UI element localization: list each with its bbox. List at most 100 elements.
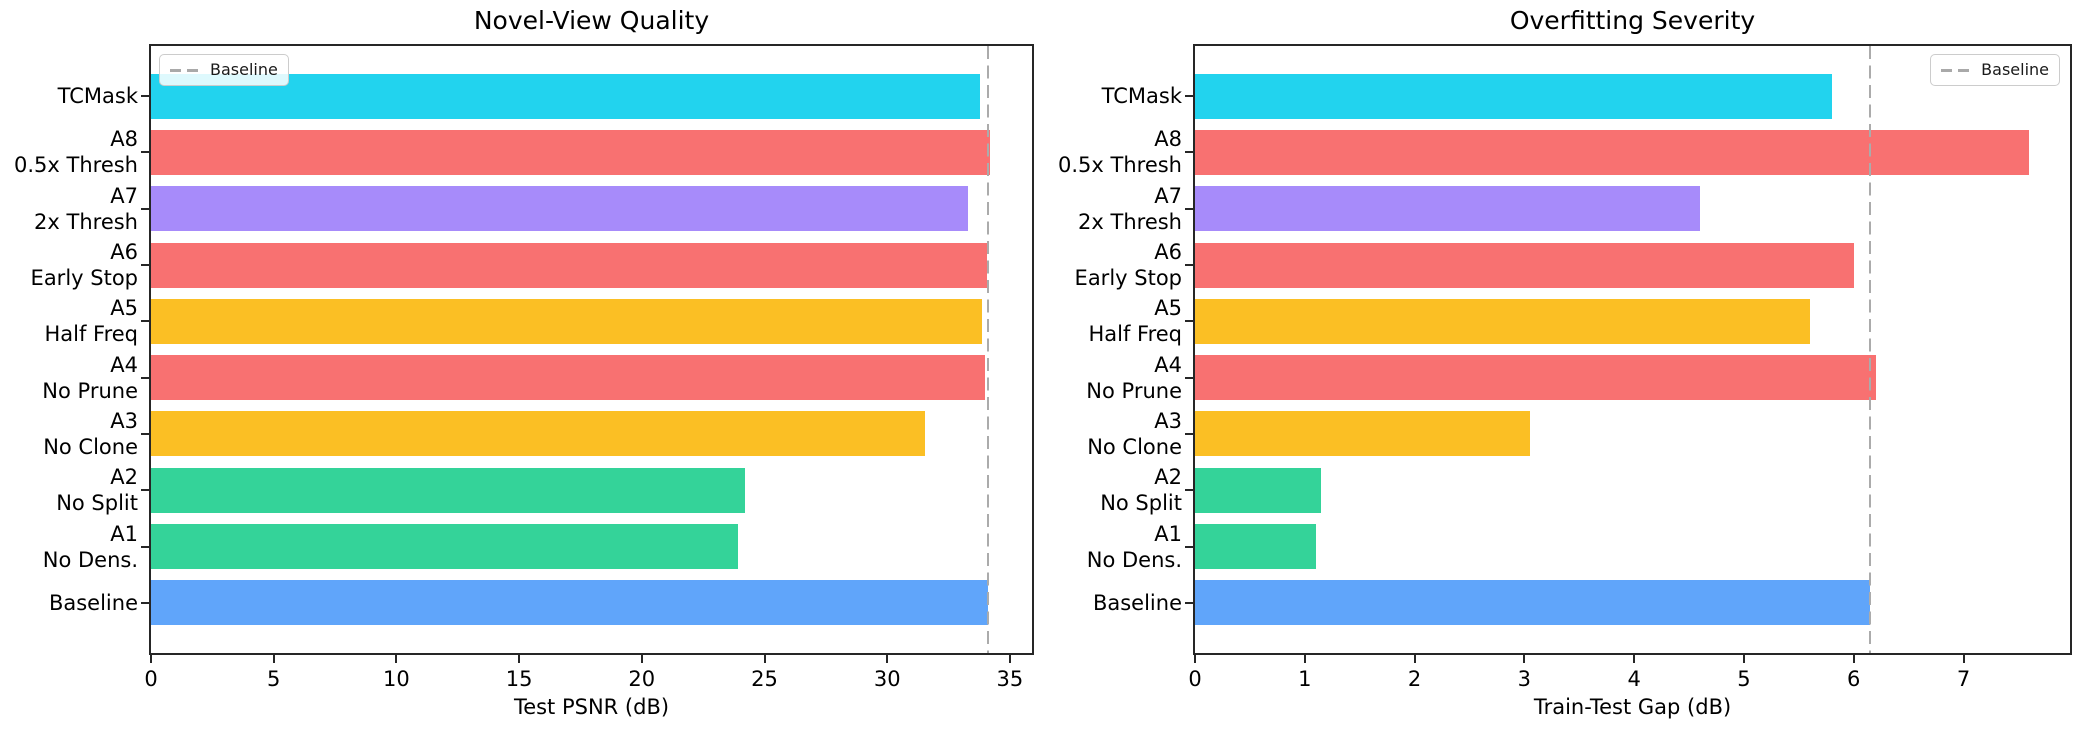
bar-a6-early-stop-psnr	[151, 242, 987, 288]
y-tick-mark	[141, 489, 149, 492]
bar-a4-no-prune-gap	[1195, 355, 1876, 401]
left-plot-area: Baseline	[149, 44, 1034, 655]
y-tick-label-a8-0-5x-thresh: A8 0.5x Thresh	[14, 127, 138, 178]
y-tick-mark	[1185, 151, 1193, 154]
bar-a8-0-5x-thresh-gap	[1195, 129, 2030, 175]
y-tick-label-a4-no-prune: A4 No Prune	[42, 352, 138, 403]
y-tick-mark	[141, 376, 149, 379]
y-tick-mark	[141, 151, 149, 154]
x-tick-mark	[1523, 655, 1526, 663]
baseline-dashed-line	[1868, 46, 1872, 653]
x-tick-mark	[1633, 655, 1636, 663]
x-tick-mark	[518, 655, 521, 663]
y-tick-label-a4-no-prune: A4 No Prune	[1086, 352, 1182, 403]
left-legend-label: Baseline	[210, 60, 278, 79]
y-tick-mark	[1185, 95, 1193, 98]
y-tick-label-a6-early-stop: A6 Early Stop	[1074, 240, 1182, 291]
y-tick-mark	[141, 95, 149, 98]
y-tick-label-a3-no-clone: A3 No Clone	[43, 408, 138, 459]
x-tick-mark	[886, 655, 889, 663]
y-tick-label-a7-2x-thresh: A7 2x Thresh	[1078, 183, 1182, 234]
bar-a5-half-freq-gap	[1195, 298, 1810, 344]
bar-a3-no-clone-gap	[1195, 411, 1530, 457]
x-tick-mark	[1413, 655, 1416, 663]
bar-a6-early-stop-gap	[1195, 242, 1854, 288]
right-legend-label: Baseline	[1981, 60, 2049, 79]
y-tick-label-a1-no-dens: A1 No Dens.	[42, 521, 138, 572]
x-tick-mark	[1194, 655, 1196, 663]
y-tick-mark	[1185, 207, 1193, 210]
y-tick-mark	[141, 545, 149, 548]
y-tick-mark	[141, 432, 149, 435]
y-tick-label-a8-0-5x-thresh: A8 0.5x Thresh	[1058, 127, 1182, 178]
bar-tcmask-psnr	[151, 73, 981, 119]
left-chart-title: Novel-View Quality	[473, 6, 710, 35]
x-tick-label-30: 30	[873, 667, 901, 691]
y-tick-mark	[1185, 264, 1193, 267]
x-tick-mark	[272, 655, 275, 663]
bar-a5-half-freq-psnr	[151, 298, 982, 344]
x-tick-mark	[150, 655, 152, 663]
x-tick-label-5: 5	[267, 667, 281, 691]
x-tick-label-4: 4	[1627, 667, 1641, 691]
y-tick-label-baseline: Baseline	[1092, 590, 1182, 615]
x-tick-label-15: 15	[505, 667, 533, 691]
bar-tcmask-gap	[1195, 73, 1832, 119]
x-tick-mark	[1008, 655, 1011, 663]
y-tick-mark	[141, 320, 149, 323]
y-tick-label-a3-no-clone: A3 No Clone	[1087, 408, 1182, 459]
y-tick-mark	[1185, 601, 1193, 604]
x-tick-label-3: 3	[1517, 667, 1532, 691]
x-tick-label-25: 25	[751, 667, 778, 691]
y-tick-mark	[1185, 432, 1193, 435]
y-tick-mark	[141, 264, 149, 267]
x-tick-mark	[640, 655, 643, 663]
x-tick-mark	[1962, 655, 1965, 663]
x-tick-mark	[1852, 655, 1855, 663]
x-tick-mark	[763, 655, 766, 663]
dashed-line-icon	[1941, 68, 1970, 72]
bar-baseline-gap	[1195, 580, 1871, 626]
y-tick-mark	[1185, 545, 1193, 548]
y-tick-label-a2-no-split: A2 No Split	[56, 465, 138, 516]
y-tick-label-a7-2x-thresh: A7 2x Thresh	[34, 183, 138, 234]
y-tick-label-a5-half-freq: A5 Half Freq	[44, 296, 138, 347]
right-legend: Baseline	[1930, 54, 2060, 86]
y-tick-mark	[1185, 489, 1193, 492]
bar-baseline-psnr	[151, 580, 988, 626]
bar-a7-2x-thresh-gap	[1195, 186, 1701, 232]
y-tick-mark	[1185, 320, 1193, 323]
bar-a8-0-5x-thresh-psnr	[151, 129, 991, 175]
bar-a2-no-split-gap	[1195, 467, 1322, 513]
dashed-line-icon	[170, 68, 198, 72]
bar-a2-no-split-psnr	[151, 467, 745, 513]
x-tick-label-2: 2	[1407, 667, 1422, 691]
y-tick-label-a6-early-stop: A6 Early Stop	[30, 240, 138, 291]
baseline-dashed-line	[986, 46, 990, 653]
x-tick-label-7: 7	[1956, 667, 1971, 691]
y-tick-label-a2-no-split: A2 No Split	[1100, 465, 1182, 516]
left-x-axis-label: Test PSNR (dB)	[513, 695, 670, 719]
x-tick-label-35: 35	[996, 667, 1024, 691]
x-tick-mark	[1303, 655, 1306, 663]
y-tick-mark	[1185, 376, 1193, 379]
right-chart-title: Overfitting Severity	[1509, 6, 1756, 35]
x-tick-label-1: 1	[1298, 667, 1312, 691]
x-tick-label-10: 10	[383, 667, 410, 691]
x-tick-label-6: 6	[1847, 667, 1861, 691]
bar-a4-no-prune-psnr	[151, 355, 986, 401]
x-tick-label-0: 0	[1188, 667, 1202, 691]
y-tick-mark	[141, 601, 149, 604]
x-tick-label-20: 20	[628, 667, 656, 691]
right-plot-area: Baseline	[1193, 44, 2072, 655]
y-tick-label-a1-no-dens: A1 No Dens.	[1086, 521, 1182, 572]
bar-a7-2x-thresh-psnr	[151, 186, 969, 232]
right-x-axis-label: Train-Test Gap (dB)	[1533, 695, 1732, 719]
x-tick-label-5: 5	[1737, 667, 1751, 691]
x-tick-mark	[1742, 655, 1745, 663]
x-tick-mark	[395, 655, 398, 663]
y-tick-mark	[141, 207, 149, 210]
y-tick-label-baseline: Baseline	[48, 590, 138, 615]
bar-a1-no-dens-psnr	[151, 524, 738, 570]
